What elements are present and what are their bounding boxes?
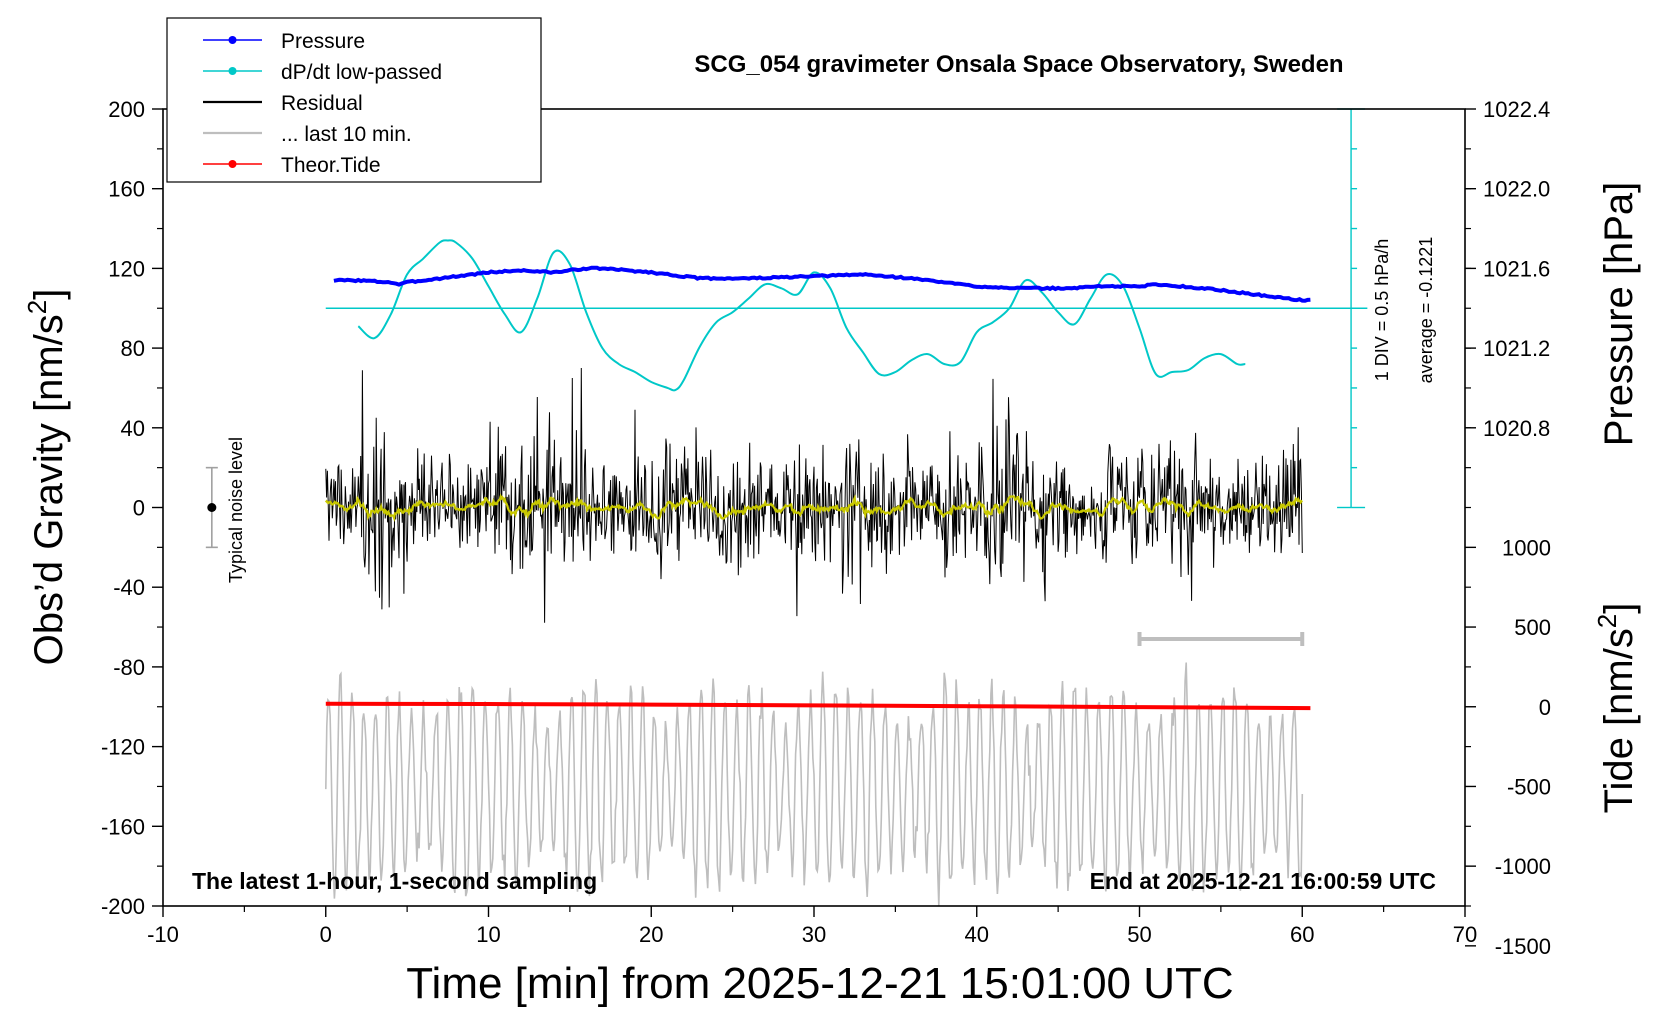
legend: Pressure dP/dt low-passed Residual ... last… bbox=[166, 17, 542, 183]
x-tick-label: 20 bbox=[639, 922, 663, 947]
pressure-line bbox=[333, 265, 1311, 303]
legend-label: dP/dt low-passed bbox=[281, 61, 442, 84]
last10-trace-line bbox=[325, 662, 1304, 907]
x-tick-label: 10 bbox=[476, 922, 500, 947]
dpdt-division-label: 1 DIV = 0.5 hPa/h bbox=[1372, 239, 1392, 382]
tide-tick-label: -1500 bbox=[1495, 934, 1551, 959]
y-tick-label: 40 bbox=[121, 416, 145, 441]
legend-label: Theor.Tide bbox=[281, 154, 381, 177]
y-tick-label: -200 bbox=[101, 894, 145, 919]
y-tick-label: -80 bbox=[113, 655, 145, 680]
tide-tick-label: 1000 bbox=[1502, 535, 1551, 560]
theoretical-tide-line bbox=[325, 701, 1311, 711]
chart-title: SCG_054 gravimeter Onsala Space Observat… bbox=[694, 51, 1343, 78]
pressure-tick-label: 1022.0 bbox=[1483, 177, 1550, 202]
y-tick-label: -40 bbox=[113, 575, 145, 600]
pressure-tick-label: 1020.8 bbox=[1483, 416, 1550, 441]
axes: -10 0 10 20 30 40 50 60 70 200 160 120 80 40 0 -40 -80 -1… bbox=[101, 97, 1551, 959]
x-tick-label: 60 bbox=[1290, 922, 1314, 947]
y-tick-label: 80 bbox=[121, 336, 145, 361]
pressure-tick-label: 1022.4 bbox=[1483, 97, 1550, 122]
y-axis-label-pressure: Pressure [hPa] bbox=[1597, 182, 1641, 447]
legend-marker-1 bbox=[228, 67, 237, 75]
y-tick-label: 120 bbox=[108, 256, 145, 281]
pressure-tick-label: 1021.6 bbox=[1483, 256, 1550, 281]
dpdt-average-label: average = -0.1221 bbox=[1416, 237, 1436, 384]
y-tick-label: 0 bbox=[133, 496, 145, 521]
plot-content bbox=[205, 108, 1368, 907]
legend-marker-0 bbox=[228, 36, 237, 44]
x-tick-label: -10 bbox=[147, 922, 179, 947]
smoothed-residual-line bbox=[324, 493, 1303, 522]
y-tick-label: 200 bbox=[108, 97, 145, 122]
x-tick-label: 0 bbox=[320, 922, 332, 947]
y-tick-label: 160 bbox=[108, 177, 145, 202]
x-tick-label: 30 bbox=[802, 922, 826, 947]
tide-tick-label: -500 bbox=[1507, 774, 1551, 799]
x-tick-label: 40 bbox=[965, 922, 989, 947]
footer-left-note: The latest 1-hour, 1-second sampling bbox=[192, 868, 597, 894]
y-tick-label: -120 bbox=[101, 735, 145, 760]
legend-marker-4 bbox=[228, 160, 237, 168]
tide-tick-label: 500 bbox=[1514, 615, 1551, 640]
legend-label: Pressure bbox=[281, 30, 365, 53]
legend-label: Residual bbox=[281, 92, 363, 115]
x-tick-label: 50 bbox=[1127, 922, 1151, 947]
x-axis-label: Time [min] from 2025-12-21 15:01:00 UTC bbox=[406, 959, 1233, 1008]
pressure-tick-label: 1021.2 bbox=[1483, 336, 1550, 361]
y-axis-label-tide: Tide [nm/s2] bbox=[1592, 603, 1641, 814]
y-axis-label-gravity: Obs’d Gravity [nm/s2] bbox=[22, 289, 71, 666]
noise-level-label: Typical noise level bbox=[226, 437, 246, 583]
y-tick-label: -160 bbox=[101, 814, 145, 839]
noise-level-marker bbox=[207, 503, 217, 512]
legend-label: ... last 10 min. bbox=[281, 123, 412, 146]
legend-items: Pressure dP/dt low-passed Residual ... last… bbox=[203, 30, 442, 177]
footer-right-note: End at 2025-12-21 16:00:59 UTC bbox=[1090, 868, 1436, 894]
legend-box bbox=[166, 17, 542, 183]
x-tick-label: 70 bbox=[1453, 922, 1477, 947]
tide-tick-label: -1000 bbox=[1495, 854, 1551, 879]
tide-tick-label: 0 bbox=[1539, 695, 1551, 720]
residual-trace-line bbox=[325, 367, 1303, 623]
